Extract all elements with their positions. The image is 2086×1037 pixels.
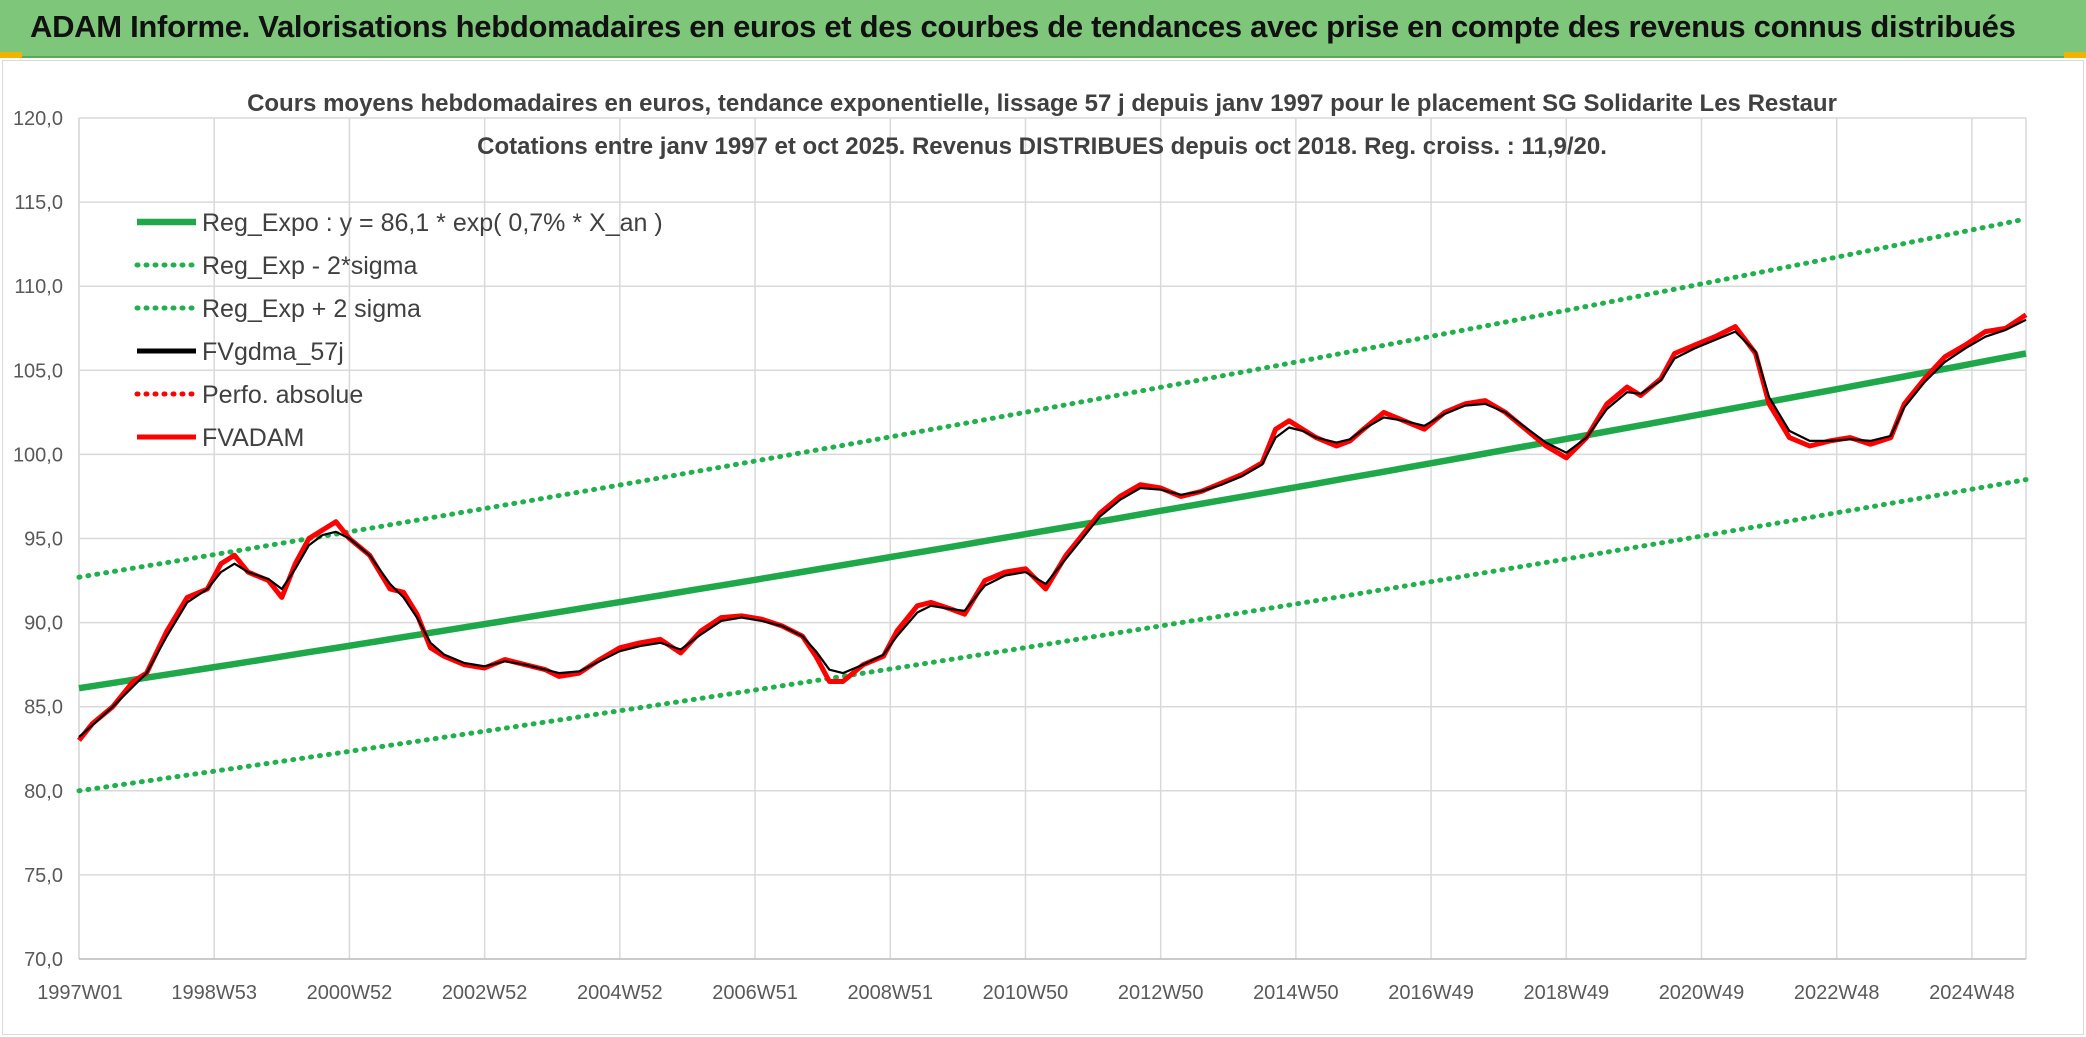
chart-frame (2, 60, 2084, 1035)
x-tick-label: 2014W50 (1253, 982, 1339, 1004)
x-tick-label: 2018W49 (1523, 982, 1609, 1004)
y-tick-label: 85,0 (24, 697, 63, 719)
x-tick-label: 2010W50 (983, 982, 1069, 1004)
legend-fvgdma-57j-label: FVgdma_57j (202, 338, 344, 366)
x-tick-label: 1997W01 (37, 982, 123, 1004)
series-reg-exp-plus-2sigma (76, 216, 2029, 580)
y-tick-label: 75,0 (24, 865, 63, 887)
series (76, 216, 2029, 794)
y-tick-label: 70,0 (24, 949, 63, 971)
banner-title: ADAM Informe. Valorisations hebdomadaire… (30, 9, 2016, 44)
series-fvgdma-57j (78, 318, 2027, 738)
legend-reg-exp-plus-2sigma-label: Reg_Exp + 2 sigma (202, 295, 421, 323)
y-tick-label: 80,0 (24, 781, 63, 803)
x-tick-label: 2004W52 (577, 982, 663, 1004)
x-tick-label: 2002W52 (442, 982, 528, 1004)
x-tick-label: 2006W51 (712, 982, 798, 1004)
chart-title: Cours moyens hebdomadaires en euros, ten… (247, 90, 1837, 117)
legend: Reg_Expo : y = 86,1 * exp( 0,7% * X_an )… (134, 209, 663, 452)
legend-reg-expo-label: Reg_Expo : y = 86,1 * exp( 0,7% * X_an ) (202, 209, 663, 237)
x-tick-label: 2000W52 (307, 982, 393, 1004)
chart-titles: Cours moyens hebdomadaires en euros, ten… (247, 90, 1837, 160)
y-tick-label: 90,0 (24, 613, 63, 635)
legend-fvadam-label: FVADAM (202, 424, 304, 452)
x-tick-label: 1998W53 (171, 982, 257, 1004)
y-tick-label: 110,0 (14, 276, 63, 298)
x-tick-label: 2022W48 (1794, 982, 1880, 1004)
y-tick-label: 95,0 (24, 529, 63, 551)
legend-perfo-absolue-label: Perfo. absolue (202, 381, 363, 409)
corner-marker-left (0, 52, 22, 58)
x-tick-labels: 1997W01 1998W53 2000W52 2002W52 2004W52 2006W… (37, 982, 2015, 1004)
x-tick-label: 2012W50 (1118, 982, 1204, 1004)
y-tick-label: 120,0 (13, 108, 63, 130)
title-banner: ADAM Informe. Valorisations hebdomadaire… (0, 0, 2086, 58)
chart-subtitle: Cotations entre janv 1997 et oct 2025. R… (477, 133, 1607, 160)
x-tick-label: 2016W49 (1388, 982, 1474, 1004)
grid (78, 117, 2027, 960)
y-tick-label: 100,0 (13, 444, 63, 466)
legend-reg-exp-minus-2sigma-label: Reg_Exp - 2*sigma (202, 252, 417, 280)
y-tick-labels: 70,0 75,0 80,0 85,0 90,0 95,0 100,0 105,0 110,0 1… (13, 108, 63, 971)
x-tick-label: 2024W48 (1929, 982, 2015, 1004)
y-tick-label: 115,0 (14, 192, 63, 214)
series-reg-expo (78, 350, 2027, 692)
corner-marker-right (2064, 52, 2086, 58)
x-tick-label: 2008W51 (847, 982, 933, 1004)
y-tick-label: 105,0 (13, 360, 63, 382)
x-tick-label: 2020W49 (1659, 982, 1745, 1004)
